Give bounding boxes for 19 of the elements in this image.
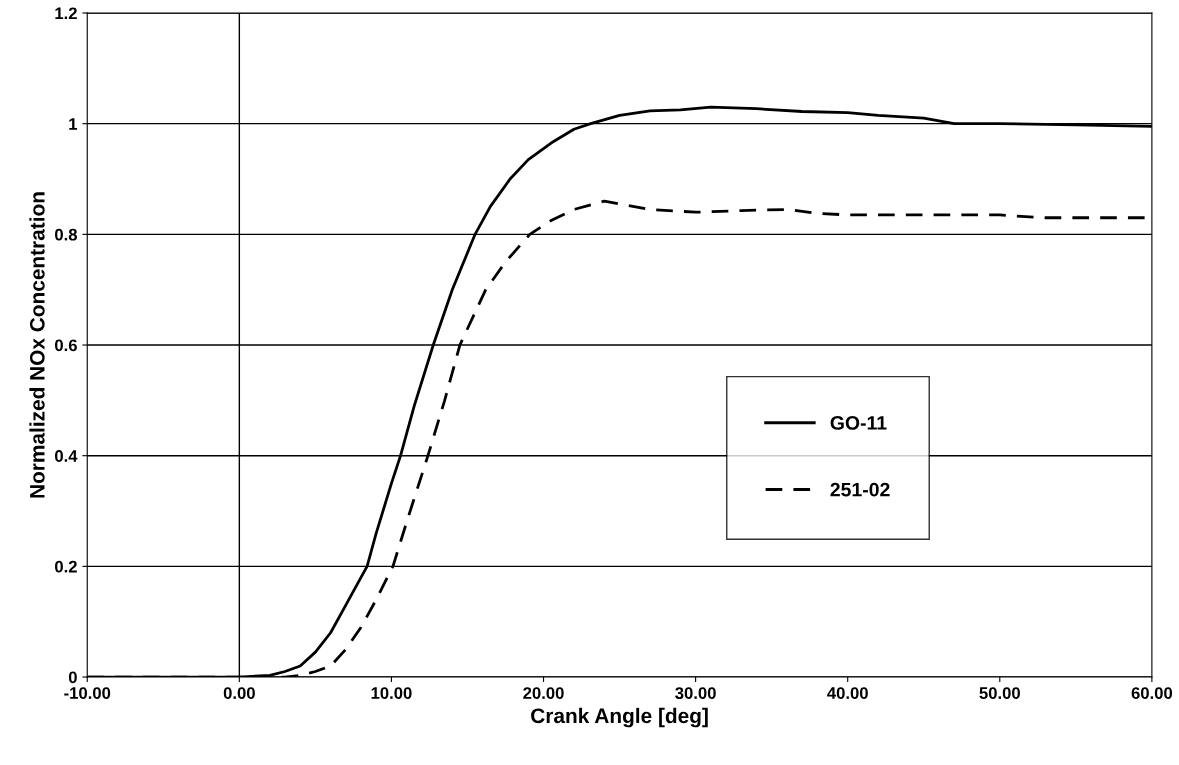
y-tick-label: 0.8 <box>55 228 78 241</box>
x-tick-label: 10.00 <box>371 687 412 699</box>
x-axis-title: Crank Angle [deg] <box>531 707 708 728</box>
y-tick-label: 0.2 <box>55 560 77 573</box>
y-tick-label: 0.4 <box>55 450 78 462</box>
y-axis-title: Normalized NOx Concentration <box>29 192 45 498</box>
x-tick-label: 0.00 <box>223 687 255 699</box>
legend-label: 251-02 <box>830 482 890 497</box>
x-tick-label: -10.00 <box>64 687 111 699</box>
y-tick-label: 0 <box>68 671 77 684</box>
x-tick-label: 20.00 <box>523 687 564 699</box>
x-tick-label: 30.00 <box>675 687 716 700</box>
y-tick-label: 0.6 <box>55 339 77 352</box>
x-tick-label: 50.00 <box>979 687 1020 699</box>
x-tick-label: 40.00 <box>827 687 868 699</box>
x-tick-label: 60.00 <box>1131 687 1173 699</box>
y-tick-label: 1 <box>69 118 78 130</box>
legend-label: GO-11 <box>830 415 887 430</box>
y-tick-label: 1.2 <box>55 7 77 20</box>
